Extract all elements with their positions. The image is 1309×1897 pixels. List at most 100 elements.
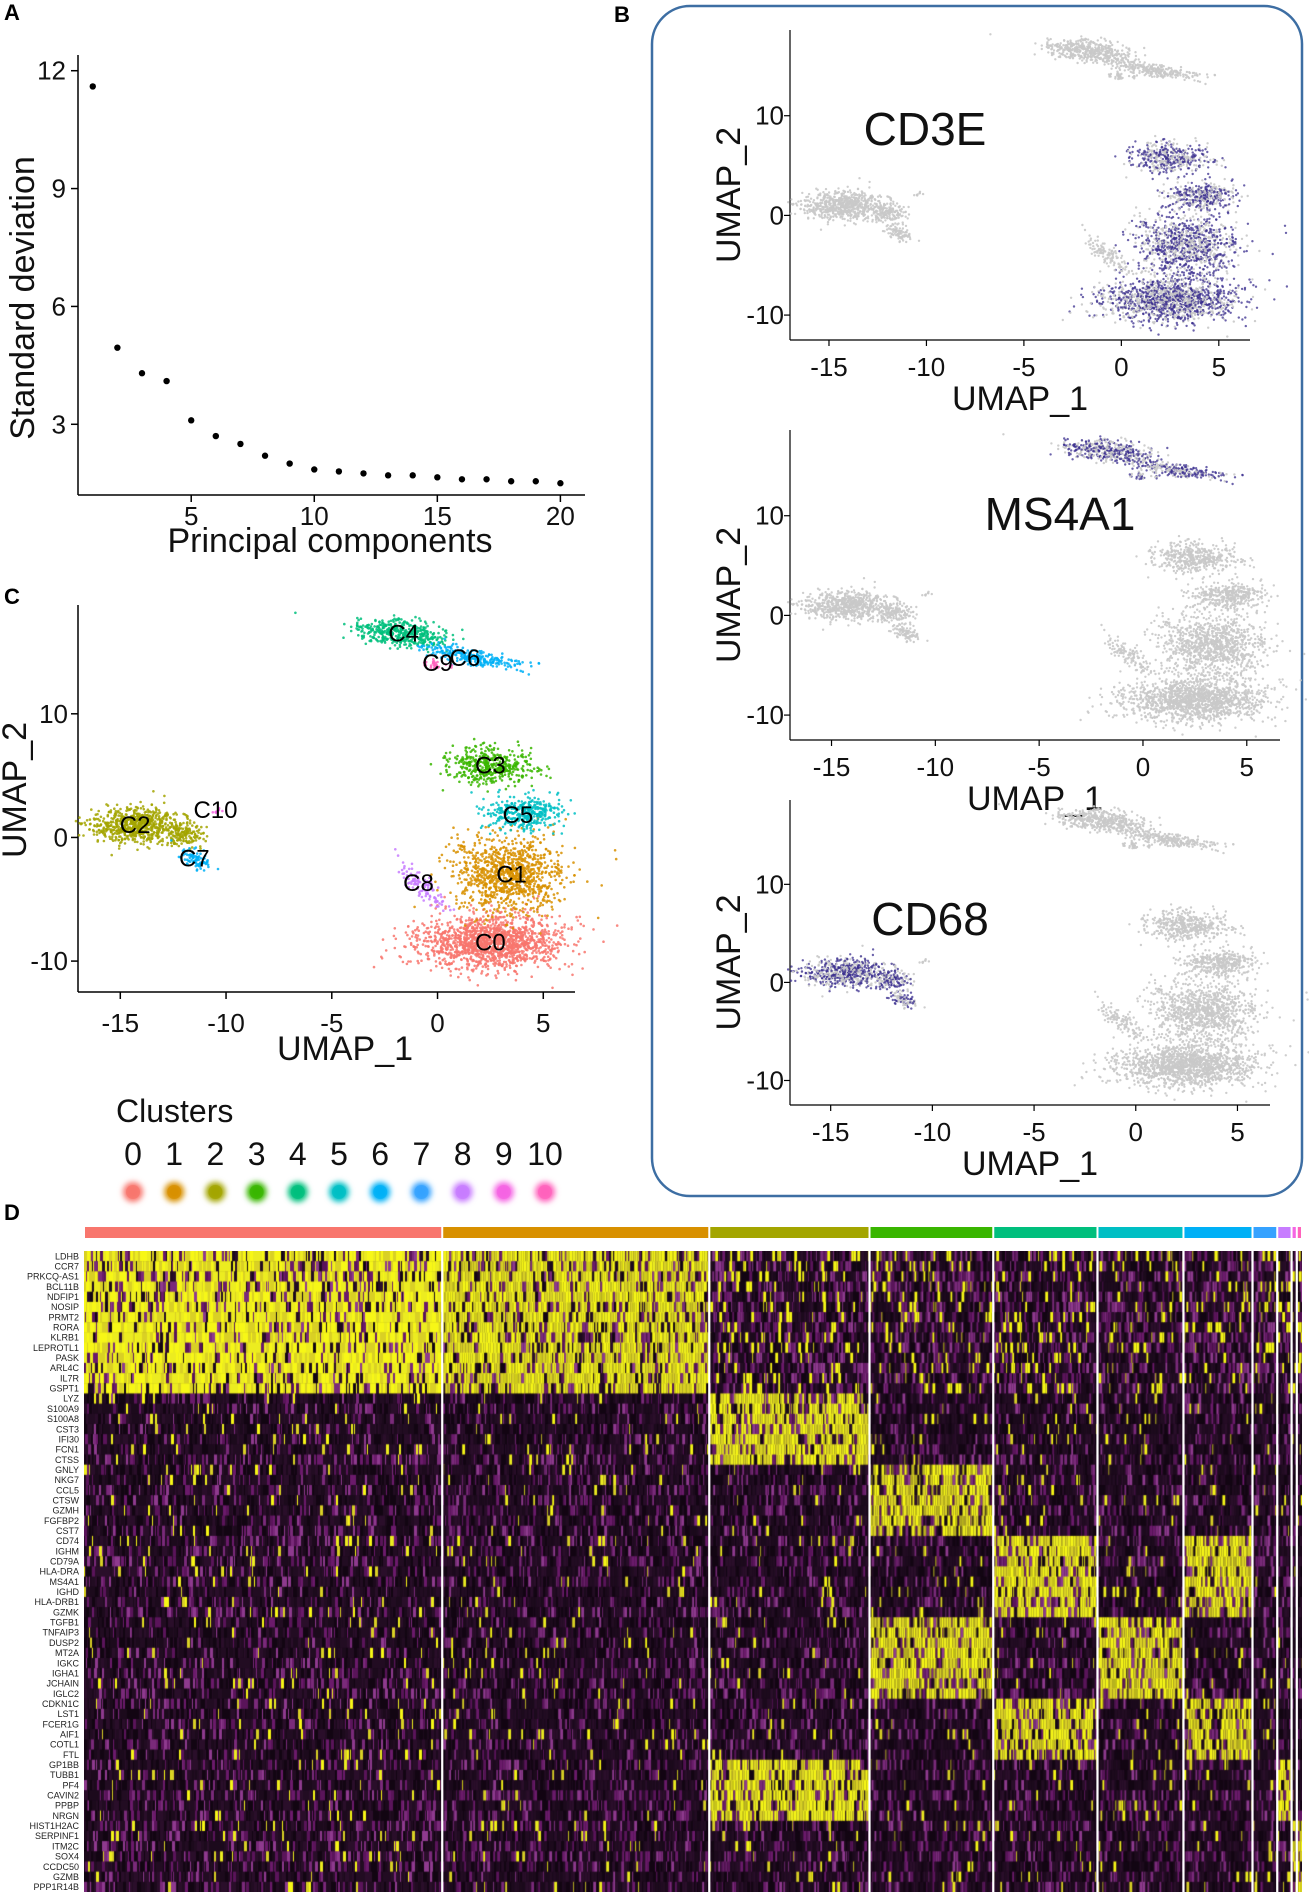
cell-point: [1107, 73, 1111, 76]
expressing-cell: [1166, 324, 1169, 327]
cell-point: [905, 240, 908, 244]
cell-point: [869, 207, 873, 210]
cell-point: [1166, 306, 1169, 309]
cell-point: [1069, 50, 1072, 53]
expressing-cell: [1164, 257, 1167, 260]
cell-point: [824, 205, 827, 208]
cell-point: [1147, 289, 1151, 292]
cell-point: [1215, 163, 1218, 166]
elbow-x-label: Principal components: [167, 522, 492, 560]
cell-point: [1108, 75, 1111, 78]
cell-point: [821, 208, 825, 211]
cell-point: [846, 206, 849, 210]
expressing-cell: [1211, 307, 1214, 310]
cell-point: [1100, 46, 1104, 49]
expressing-cell: [1200, 194, 1203, 198]
expressing-cell: [1189, 219, 1192, 222]
cell-point: [1128, 62, 1131, 66]
cell-point: [789, 212, 793, 215]
cell-point: [841, 217, 844, 221]
expressing-cell: [1168, 299, 1172, 302]
expressing-cell: [1154, 231, 1158, 234]
expressing-cell: [1185, 238, 1189, 242]
expressing-cell: [1174, 283, 1177, 286]
expressing-cell: [1161, 318, 1165, 321]
expressing-cell: [1131, 300, 1134, 303]
expressing-cell: [1160, 214, 1164, 217]
feature-x-tick-label: 5: [1212, 352, 1226, 382]
elbow-point: [138, 370, 146, 377]
cell-point: [807, 192, 811, 196]
cell-point: [1159, 166, 1162, 169]
cell-point: [1105, 44, 1108, 47]
cell-point: [1090, 47, 1093, 50]
cell-point: [1166, 286, 1169, 289]
cell-point: [1150, 150, 1153, 153]
cell-point: [1222, 225, 1225, 228]
expressing-cell: [1166, 314, 1170, 317]
expressing-cell: [1207, 184, 1211, 187]
cell-point: [1202, 164, 1205, 167]
expressing-cell: [1141, 300, 1144, 303]
cell-point: [817, 193, 820, 196]
expressing-cell: [1207, 172, 1210, 176]
expressing-cell: [1187, 235, 1190, 238]
expressing-cell: [1152, 296, 1155, 300]
cell-point: [867, 204, 870, 208]
cell-point: [1108, 40, 1112, 43]
expressing-cell: [1179, 150, 1182, 154]
cell-point: [1086, 310, 1089, 314]
cell-point: [1122, 314, 1125, 318]
cell-point: [875, 203, 878, 206]
expressing-cell: [1102, 289, 1106, 292]
cell-point: [1183, 284, 1187, 288]
expressing-cell: [1137, 164, 1141, 168]
expressing-cell: [1200, 186, 1203, 189]
cell-point: [1124, 304, 1128, 307]
cell-point: [805, 195, 808, 199]
expressing-cell: [1243, 288, 1247, 291]
cell-point: [1139, 293, 1142, 296]
cell-point: [1206, 210, 1209, 214]
cell-point: [1186, 302, 1190, 305]
cell-point: [1156, 169, 1160, 172]
expressing-cell: [1201, 294, 1205, 297]
expressing-cell: [1212, 201, 1215, 204]
cell-point: [1098, 281, 1101, 284]
cell-point: [1191, 203, 1194, 207]
expressing-cell: [1224, 204, 1228, 207]
cell-point: [1083, 47, 1086, 50]
cell-point: [1199, 226, 1202, 230]
expressing-cell: [1128, 146, 1131, 149]
expressing-cell: [1151, 171, 1154, 175]
expressing-cell: [1189, 161, 1193, 164]
cell-point: [854, 199, 857, 202]
cell-point: [1195, 139, 1198, 143]
expressing-cell: [1218, 212, 1221, 215]
cell-point: [1209, 188, 1212, 191]
expressing-cell: [1222, 262, 1225, 265]
cell-point: [1234, 226, 1237, 230]
cell-point: [1046, 41, 1049, 44]
expressing-cell: [1236, 192, 1240, 195]
cell-point: [1178, 72, 1181, 75]
expressing-cell: [1167, 204, 1170, 208]
expressing-cell: [1208, 209, 1211, 212]
expressing-cell: [1170, 170, 1173, 173]
cell-point: [1229, 238, 1233, 241]
cell-point: [1111, 43, 1114, 47]
expressing-cell: [1131, 145, 1135, 149]
cell-point: [1175, 250, 1178, 253]
expressing-cell: [1150, 262, 1153, 266]
cell-point: [1213, 73, 1216, 77]
expressing-cell: [1161, 298, 1164, 302]
expressing-cell: [1224, 308, 1227, 311]
cell-point: [1235, 248, 1238, 251]
expressing-cell: [1184, 277, 1187, 280]
cell-point: [1202, 246, 1205, 250]
cell-point: [1115, 50, 1119, 53]
cell-point: [1251, 278, 1254, 281]
cell-point: [1186, 275, 1190, 278]
cell-point: [1096, 55, 1099, 59]
elbow-x-tick-label: 5: [184, 501, 198, 531]
